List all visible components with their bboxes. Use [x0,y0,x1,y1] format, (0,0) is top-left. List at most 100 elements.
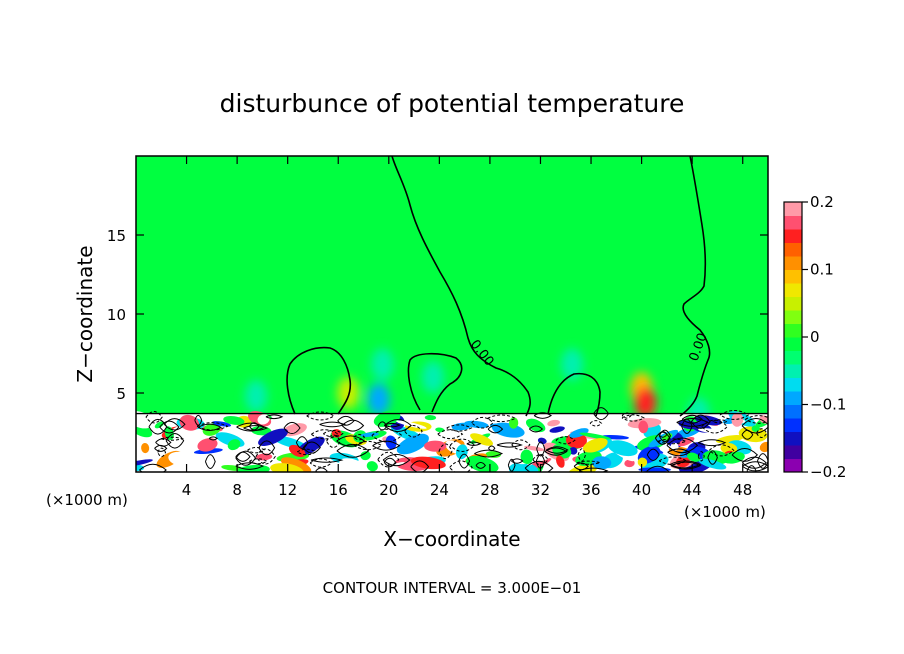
turbulence-patch [638,420,649,434]
turbulence-contour [670,461,702,470]
turbulence-patch [258,428,289,446]
chart-title: disturbunce of potential temperature [220,89,685,118]
x-axis-label: X−coordinate [383,527,520,551]
turbulence-patch [464,420,489,429]
turbulence-contour [573,462,589,471]
contour-interval-note: CONTOUR INTERVAL = 3.000E−01 [323,579,582,597]
turbulence-contour [474,449,504,458]
turbulence-contour [194,414,203,426]
turbulence-contour [165,432,185,449]
turbulence-patch [197,438,218,452]
turbulence-contour [511,439,531,451]
x-tick-label: 32 [531,481,550,499]
turbulence-contour [535,454,546,469]
colorbar-swatch [784,310,802,324]
x-tick-label: 12 [278,481,297,499]
turbulence-contour [466,441,482,446]
colorbar-swatch [784,458,802,473]
zero-contour-right [679,156,711,417]
turbulence-contour [139,463,167,472]
turbulence-contour [371,428,403,443]
contour-lines [286,156,711,417]
turbulence-patch [547,419,560,427]
turbulence-patch [509,417,519,429]
y-tick-label: 10 [107,306,126,324]
x-tick-label: 16 [329,481,348,499]
turbulence-contour [475,461,486,469]
colorbar [784,202,802,473]
turbulence-contour [160,436,185,441]
field-blob-7 [337,377,360,409]
turbulence-contour [265,414,284,420]
turbulence-contour [507,458,516,472]
colorbar-swatch [784,337,802,351]
turbulence-contour [319,421,347,428]
turbulence-patch [485,451,501,458]
turbulence-contour [208,436,218,441]
turbulence-patch [168,451,199,468]
turbulence-contour [666,437,699,454]
x-tick-label: 4 [182,481,192,499]
turbulence-contour [145,411,163,424]
turbulence-patch [288,444,306,458]
turbulence-patch [154,421,165,429]
turbulence-contour [471,416,494,429]
turbulence-patch [686,452,701,462]
turbulence-patch [280,457,312,472]
turbulence-patch [227,439,241,451]
turbulence-patch [579,432,611,440]
turbulence-contour [681,414,703,424]
colorbar-tick-label: −0.1 [810,396,846,414]
turbulence-contour [323,429,344,438]
colorbar-swatch [784,350,802,365]
x-tick-label: 24 [430,481,449,499]
turbulence-contour [326,434,341,448]
turbulence-contour [741,456,767,469]
turbulence-contour [159,420,180,434]
turbulence-contour [377,451,400,468]
turbulence-contour [446,424,473,432]
turbulence-patch [607,440,638,457]
colorbar-tick-label: 0 [810,328,820,346]
turbulence-contour [487,424,504,434]
turbulence-contour [154,444,168,452]
axis-ticks [136,156,768,472]
colorbar-swatch [784,377,802,392]
turbulence-contour [196,422,229,431]
turbulence-contour [746,465,757,472]
turbulence-contour [646,448,660,461]
field-blob-3 [561,348,584,381]
turbulence-patch [270,463,304,472]
turbulence-contour [255,448,276,465]
turbulence-patch [410,456,446,470]
colorbar-swatch [784,229,802,243]
x-tick-label: 8 [232,481,242,499]
turbulence-patch [508,462,539,472]
turbulence-contour [258,440,276,456]
turbulence-contour [437,429,464,440]
turbulence-patch [385,435,397,450]
turbulence-patch [582,438,608,453]
y-axis-label: Z−coordinate [73,245,97,382]
turbulence-contour [235,462,265,470]
y-tick-labels: 5 10 15 [107,227,126,403]
turbulence-contour [545,446,569,454]
turbulence-patch [136,421,153,438]
turbulence-contour [315,467,328,472]
colorbar-swatch [784,202,802,216]
turbulence-contour [383,457,397,467]
turbulence-contour [707,450,718,465]
turbulence-contour [157,447,167,458]
turbulence-contour [524,460,554,472]
turbulence-contour [731,447,758,462]
y-tick-label: 15 [107,227,126,245]
colorbar-swatch [784,445,802,459]
x-tick-labels: 4 8 12 16 20 24 28 32 36 40 44 48 [182,481,752,499]
colorbar-swatch [784,391,802,405]
turbulence-contour [309,458,333,468]
turbulence-patch [678,436,695,447]
turbulence-contour [621,412,632,419]
turbulence-contour [302,441,321,454]
turbulence-contour [719,409,750,420]
turbulence-patch [136,411,154,429]
